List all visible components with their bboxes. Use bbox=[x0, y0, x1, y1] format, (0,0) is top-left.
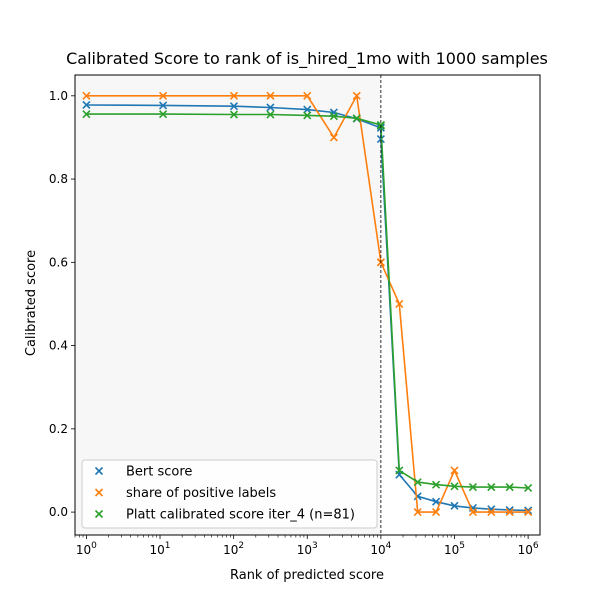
series-2-point-11 bbox=[432, 480, 441, 489]
series-1-point-16 bbox=[524, 508, 533, 517]
series-0-point-2 bbox=[229, 102, 239, 111]
series-2-point-16 bbox=[524, 483, 533, 493]
series-2-point-6 bbox=[352, 114, 361, 123]
series-2-point-12 bbox=[450, 482, 459, 491]
series-2-point-5 bbox=[329, 112, 338, 121]
series-1-point-3 bbox=[266, 91, 275, 100]
series-2-point-1 bbox=[159, 110, 168, 119]
series-2-point-0 bbox=[82, 110, 91, 119]
y-axis-ticks: 0.0 0.2 0.4 0.6 0.8 1.0 bbox=[49, 89, 75, 519]
series-2-point-9 bbox=[395, 466, 404, 475]
legend-label-1: share of positive labels bbox=[126, 486, 276, 501]
series-2-point-13 bbox=[468, 483, 478, 492]
series-1-point-2 bbox=[229, 91, 239, 100]
series-1-point-14 bbox=[487, 508, 496, 517]
series-0-point-12 bbox=[450, 501, 459, 510]
series-1-point-5 bbox=[329, 133, 338, 142]
series-1-point-10 bbox=[413, 508, 422, 517]
series-1-point-4 bbox=[303, 91, 312, 100]
series-2-point-14 bbox=[487, 483, 496, 492]
x-tick-label-2: 102 bbox=[223, 541, 244, 557]
x-axis-label: Rank of predicted score bbox=[230, 568, 384, 583]
series-0-point-4 bbox=[303, 105, 312, 114]
series-1-point-6 bbox=[352, 91, 361, 100]
series-2-point-15 bbox=[505, 483, 514, 492]
series-2-point-4 bbox=[303, 111, 312, 120]
x-axis-ticks: 100 101 102 103 104 105 106 bbox=[74, 535, 539, 557]
y-tick-label-0: 0.0 bbox=[49, 505, 68, 519]
legend-label-0: Bert score bbox=[126, 465, 192, 480]
y-tick-label-3: 0.6 bbox=[49, 255, 68, 269]
series-1-point-0 bbox=[82, 91, 91, 100]
y-tick-label-2: 0.4 bbox=[49, 339, 68, 353]
series-layer bbox=[82, 91, 533, 517]
x-tick-label-3: 103 bbox=[297, 541, 318, 557]
series-2-point-10 bbox=[413, 478, 422, 487]
series-1-point-11 bbox=[432, 508, 441, 517]
chart-title: Calibrated Score to rank of is_hired_1mo… bbox=[66, 49, 548, 69]
legend-marker-2 bbox=[94, 509, 104, 519]
series-1-point-9 bbox=[395, 299, 404, 309]
series-2-point-2 bbox=[229, 110, 239, 119]
y-axis-label: Calibrated score bbox=[24, 250, 39, 356]
legend-label-2: Platt calibrated score iter_4 (n=81) bbox=[126, 508, 355, 523]
y-tick-label-5: 1.0 bbox=[49, 89, 68, 103]
legend-box bbox=[81, 459, 378, 529]
legend: Bert score share of positive labels Platt … bbox=[81, 459, 378, 529]
y-tick-label-4: 0.8 bbox=[49, 172, 68, 186]
series-0-point-1 bbox=[159, 101, 168, 110]
series-1-point-12 bbox=[450, 466, 459, 475]
series-1-point-15 bbox=[505, 508, 514, 517]
x-tick-label-4: 104 bbox=[370, 541, 391, 557]
legend-marker-1 bbox=[94, 488, 104, 497]
x-tick-label-6: 106 bbox=[518, 541, 539, 557]
series-0-point-11 bbox=[432, 497, 441, 506]
shaded-region bbox=[75, 75, 381, 535]
y-tick-label-1: 0.2 bbox=[49, 422, 68, 436]
series-1-point-13 bbox=[468, 508, 478, 517]
series-0-point-3 bbox=[266, 103, 275, 112]
x-tick-label-5: 105 bbox=[444, 541, 465, 557]
series-1-point-1 bbox=[159, 91, 168, 100]
x-tick-label-0: 100 bbox=[76, 541, 97, 557]
series-2-point-3 bbox=[266, 110, 275, 119]
legend-marker-0 bbox=[94, 466, 104, 476]
series-0-point-0 bbox=[82, 100, 91, 110]
x-tick-label-1: 101 bbox=[150, 541, 171, 557]
